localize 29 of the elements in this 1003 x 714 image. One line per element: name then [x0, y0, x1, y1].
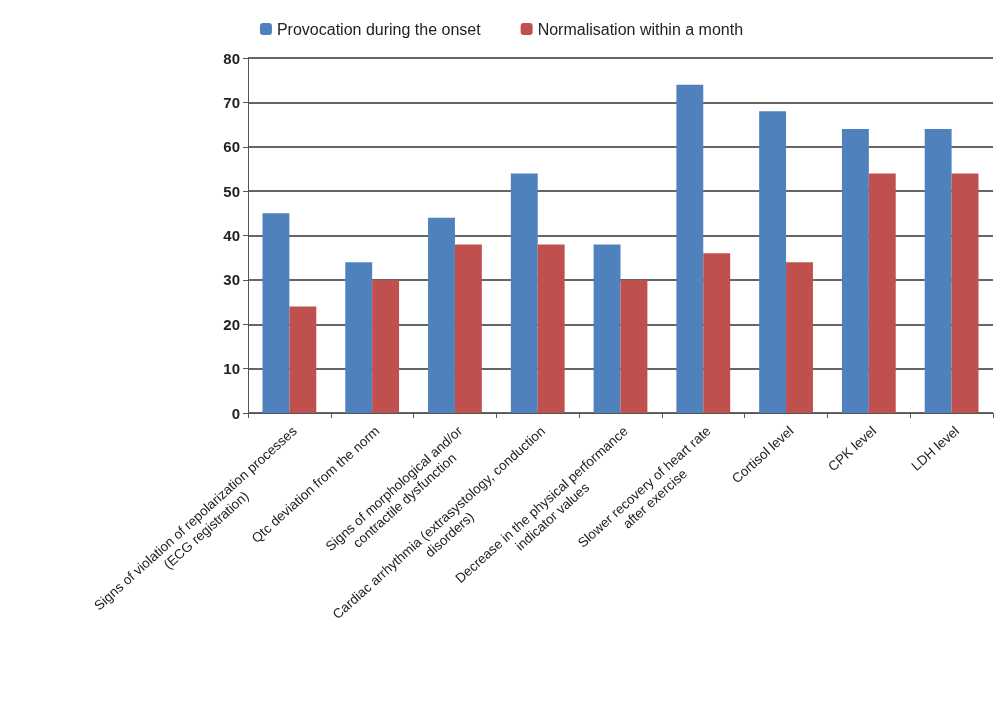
bar [676, 84, 704, 413]
bar [428, 217, 455, 413]
y-tick-label: 20 [223, 315, 240, 333]
bar [510, 173, 538, 413]
bar [841, 129, 869, 413]
y-tick-label: 30 [223, 271, 240, 289]
bar [759, 111, 787, 413]
bar [868, 173, 896, 413]
bar [289, 306, 317, 413]
bar [951, 173, 979, 413]
y-tick-label: 0 [231, 404, 240, 422]
bar [345, 262, 373, 413]
bar [372, 279, 400, 413]
bar [593, 244, 621, 413]
bar [924, 129, 952, 413]
bar [454, 244, 482, 413]
bar [620, 279, 648, 413]
y-tick-label: 70 [223, 93, 240, 111]
y-tick-label: 10 [223, 360, 240, 378]
y-tick-label: 80 [223, 49, 240, 67]
bar [537, 244, 565, 413]
legend-label: Provocation during the onset [276, 20, 482, 38]
y-tick-label: 50 [223, 182, 240, 200]
legend-label: Normalisation within a month [537, 20, 744, 38]
y-tick-label: 60 [223, 138, 240, 156]
bar [786, 262, 813, 413]
bar [703, 253, 731, 413]
bar [262, 213, 290, 413]
y-tick-label: 40 [223, 227, 240, 244]
